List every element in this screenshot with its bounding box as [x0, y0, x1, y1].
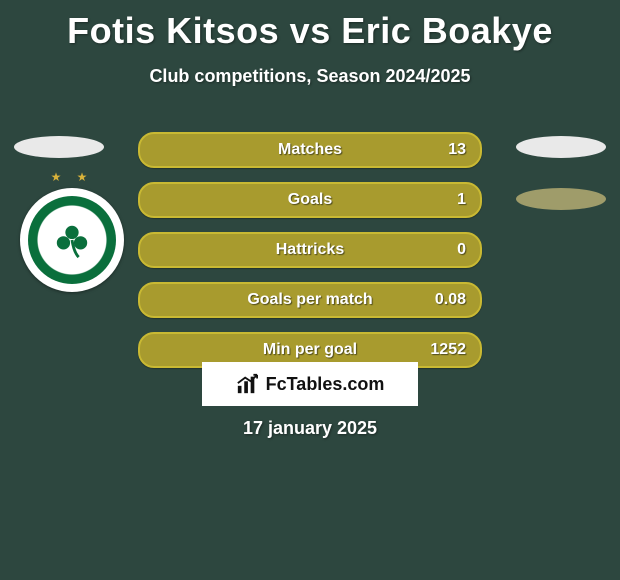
stat-bar: Matches 13 — [138, 132, 482, 168]
stat-value: 0.08 — [435, 291, 466, 309]
player2-photo-placeholder — [516, 136, 606, 158]
stat-label: Hattricks — [276, 241, 344, 259]
player2-club-placeholder — [516, 188, 606, 210]
stat-bar: Goals per match 0.08 — [138, 282, 482, 318]
stat-label: Goals per match — [247, 291, 372, 309]
chart-icon — [236, 373, 258, 395]
player1-club-badge: ★ ★ — [20, 188, 124, 292]
stat-value: 13 — [448, 141, 466, 159]
page-subtitle: Club competitions, Season 2024/2025 — [0, 66, 620, 87]
page-title: Fotis Kitsos vs Eric Boakye — [0, 10, 620, 52]
player1-photo-placeholder — [14, 136, 104, 158]
shamrock-icon — [53, 221, 91, 259]
stat-label: Min per goal — [263, 341, 357, 359]
stat-label: Goals — [288, 191, 332, 209]
badge-ring — [28, 196, 116, 284]
stat-value: 1252 — [430, 341, 466, 359]
stat-value: 1 — [457, 191, 466, 209]
stat-label: Matches — [278, 141, 342, 159]
stat-value: 0 — [457, 241, 466, 259]
brand-box[interactable]: FcTables.com — [202, 362, 418, 406]
comparison-card: Fotis Kitsos vs Eric Boakye Club competi… — [0, 10, 620, 580]
snapshot-date: 17 january 2025 — [0, 418, 620, 439]
stats-bars: Matches 13 Goals 1 Hattricks 0 Goals per match… — [138, 132, 482, 382]
stat-bar: Goals 1 — [138, 182, 482, 218]
stat-bar: Hattricks 0 — [138, 232, 482, 268]
brand-label: FcTables.com — [266, 374, 385, 395]
badge-stars: ★ ★ — [20, 170, 124, 184]
